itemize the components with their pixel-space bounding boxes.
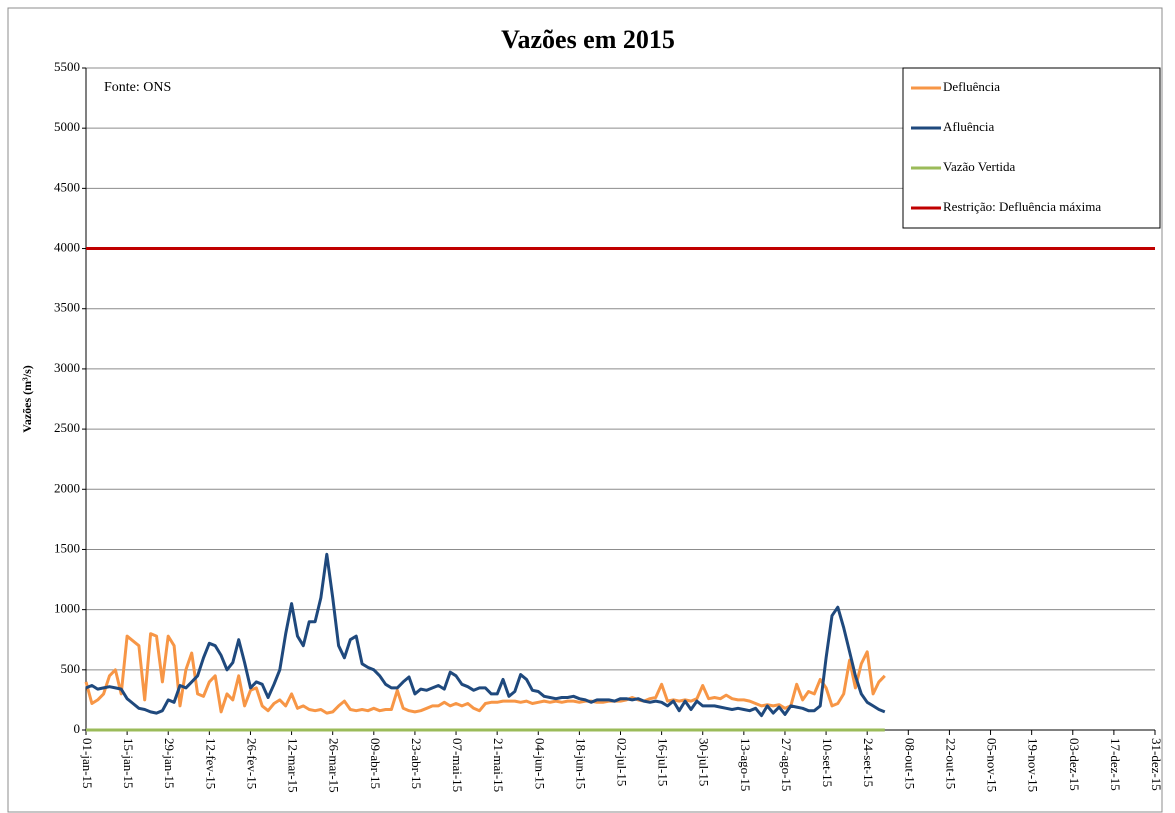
x-tick-label: 10-set-15 [820,738,835,787]
x-tick-label: 24-set-15 [861,738,876,787]
y-tick-label: 1500 [54,540,80,555]
x-tick-label: 04-jun-15 [532,738,547,789]
x-tick-label: 07-mai-15 [450,738,465,792]
y-axis-label: Vazões (m³/s) [20,365,34,432]
x-tick-label: 13-ago-15 [738,738,753,791]
x-tick-label: 31-dez-15 [1149,738,1164,791]
y-tick-label: 0 [74,721,81,736]
series-line [85,552,886,718]
x-tick-label: 02-jul-15 [615,738,630,786]
y-tick-label: 2500 [54,420,80,435]
x-tick-label: 26-mar-15 [327,738,342,793]
x-tick-label: 19-nov-15 [1026,738,1041,792]
x-tick-label: 21-mai-15 [491,738,506,792]
x-tick-label: 09-abr-15 [368,738,383,789]
legend-label: Defluência [943,79,1000,94]
legend-box [902,67,1161,229]
x-tick-label: 30-jul-15 [697,738,712,786]
annotation: Fonte: ONS [104,80,171,95]
x-tick-label: 23-abr-15 [409,738,424,789]
legend-label: Restrição: Defluência máxima [943,199,1101,214]
x-tick-label: 16-jul-15 [656,738,671,786]
legend-label: Vazão Vertida [943,159,1016,174]
x-tick-label: 18-jun-15 [573,738,588,789]
y-tick-label: 3500 [54,300,80,315]
x-tick-label: 03-dez-15 [1067,738,1082,791]
y-tick-label: 4000 [54,240,80,255]
y-tick-label: 5500 [54,59,80,74]
x-tick-label: 12-mar-15 [286,738,301,793]
y-tick-label: 3000 [54,360,80,375]
y-tick-label: 1000 [54,601,80,616]
x-tick-label: 17-dez-15 [1108,738,1123,791]
y-tick-label: 2000 [54,480,80,495]
x-tick-label: 08-out-15 [902,738,917,789]
legend-label: Afluência [943,119,994,134]
x-tick-label: 05-nov-15 [985,738,1000,792]
x-tick-label: 12-fev-15 [203,738,218,789]
series-line [84,632,886,715]
chart-title: Vazões em 2015 [501,25,675,54]
x-tick-label: 27-ago-15 [779,738,794,791]
x-tick-label: 22-out-15 [943,738,958,789]
x-tick-label: 15-jan-15 [121,738,136,789]
x-tick-label: 29-jan-15 [162,738,177,789]
y-tick-label: 4500 [54,179,80,194]
x-tick-label: 01-jan-15 [80,738,95,789]
y-tick-label: 500 [61,661,81,676]
y-tick-label: 5000 [54,119,80,134]
x-tick-label: 26-fev-15 [244,738,259,789]
